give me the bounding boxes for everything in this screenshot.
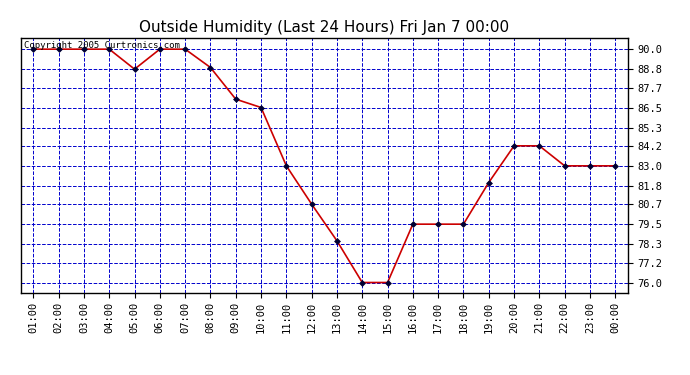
Title: Outside Humidity (Last 24 Hours) Fri Jan 7 00:00: Outside Humidity (Last 24 Hours) Fri Jan…: [139, 20, 509, 35]
Text: Copyright 2005 Curtronics.com: Copyright 2005 Curtronics.com: [23, 41, 179, 50]
